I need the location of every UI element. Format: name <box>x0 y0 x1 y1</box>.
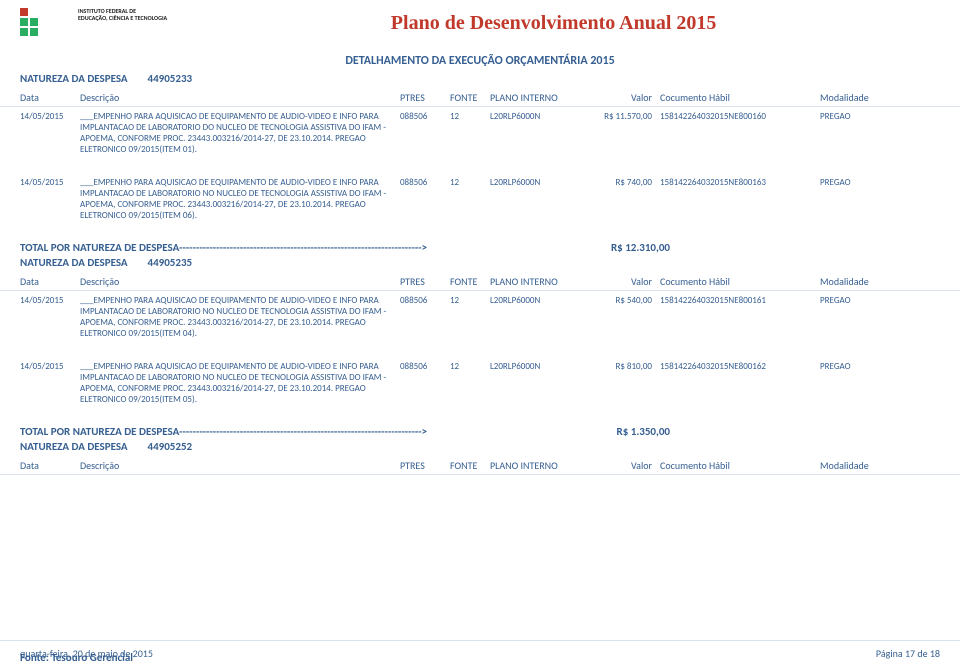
cell-plano: L20RLP6000N <box>490 361 580 372</box>
cell-mod: PREGAO <box>820 177 910 188</box>
cell-data: 14/05/2015 <box>20 111 80 122</box>
cell-ptres: 088506 <box>400 295 450 306</box>
total-value: R$ 1.350,00 <box>590 425 670 438</box>
col-desc: Descrição <box>80 459 400 472</box>
cell-desc: ___EMPENHO PARA AQUISICAO DE EQUIPAMENTO… <box>80 295 400 339</box>
natureza-line: NATUREZA DA DESPESA 44905233 <box>0 72 960 85</box>
column-header-row: DataDescriçãoPTRESFONTEPLANO INTERNOValo… <box>0 273 960 291</box>
col-fonte: FONTE <box>450 459 490 472</box>
report-subtitle: DETALHAMENTO DA EXECUÇÃO ORÇAMENTÁRIA 20… <box>0 54 960 68</box>
institution-line2: EDUCAÇÃO, CIÊNCIA E TECNOLOGIA <box>78 15 167 22</box>
cell-valor: R$ 11.570,00 <box>580 111 660 122</box>
cell-valor: R$ 810,00 <box>580 361 660 372</box>
cell-doc: 158142264032015NE800163 <box>660 177 820 188</box>
col-data: Data <box>20 459 80 472</box>
col-ptres: PTRES <box>400 91 450 104</box>
natureza-line: NATUREZA DA DESPESA 44905235 <box>0 256 960 269</box>
column-header-row: DataDescriçãoPTRESFONTEPLANO INTERNOValo… <box>0 89 960 107</box>
natureza-code: 44905235 <box>148 256 193 269</box>
institution-name: INSTITUTO FEDERAL DE EDUCAÇÃO, CIÊNCIA E… <box>78 8 167 22</box>
footer-page: Página 17 de 18 <box>876 647 940 660</box>
cell-plano: L20RLP6000N <box>490 111 580 122</box>
cell-valor: R$ 540,00 <box>580 295 660 306</box>
col-desc: Descrição <box>80 91 400 104</box>
natureza-code: 44905252 <box>148 440 193 453</box>
report-header: INSTITUTO FEDERAL DE EDUCAÇÃO, CIÊNCIA E… <box>0 0 960 48</box>
total-label: TOTAL POR NATUREZA DE DESPESA-----------… <box>20 425 590 438</box>
col-valor: Valor <box>580 275 660 288</box>
col-ptres: PTRES <box>400 459 450 472</box>
report-body: NATUREZA DA DESPESA 44905233DataDescriçã… <box>0 72 960 475</box>
cell-mod: PREGAO <box>820 111 910 122</box>
report-footer: quarta-feira, 20 de maio de 2015 Página … <box>0 640 960 666</box>
total-value: R$ 12.310,00 <box>590 241 670 254</box>
table-row: 14/05/2015___EMPENHO PARA AQUISICAO DE E… <box>0 173 960 239</box>
col-mod: Modalidade <box>820 91 910 104</box>
cell-fonte: 12 <box>450 177 490 188</box>
report-title: Plano de Desenvolvimento Anual 2015 <box>167 12 940 35</box>
cell-fonte: 12 <box>450 111 490 122</box>
natureza-label: NATUREZA DA DESPESA <box>20 256 128 269</box>
cell-desc: ___EMPENHO PARA AQUISICAO DE EQUIPAMENTO… <box>80 177 400 221</box>
col-fonte: FONTE <box>450 275 490 288</box>
table-row: 14/05/2015___EMPENHO PARA AQUISICAO DE E… <box>0 357 960 423</box>
col-doc: Cocumento Hábil <box>660 275 820 288</box>
cell-valor: R$ 740,00 <box>580 177 660 188</box>
col-plano: PLANO INTERNO <box>490 459 580 472</box>
cell-data: 14/05/2015 <box>20 361 80 372</box>
total-line: TOTAL POR NATUREZA DE DESPESA-----------… <box>0 239 960 256</box>
cell-data: 14/05/2015 <box>20 295 80 306</box>
natureza-label: NATUREZA DA DESPESA <box>20 440 128 453</box>
natureza-line: NATUREZA DA DESPESA 44905252 <box>0 440 960 453</box>
cell-data: 14/05/2015 <box>20 177 80 188</box>
cell-doc: 158142264032015NE800161 <box>660 295 820 306</box>
col-plano: PLANO INTERNO <box>490 275 580 288</box>
col-desc: Descrição <box>80 275 400 288</box>
cell-ptres: 088506 <box>400 111 450 122</box>
col-fonte: FONTE <box>450 91 490 104</box>
col-mod: Modalidade <box>820 459 910 472</box>
col-doc: Cocumento Hábil <box>660 91 820 104</box>
cell-desc: ___EMPENHO PARA AQUISICAO DE EQUIPAMENTO… <box>80 361 400 405</box>
institution-logo <box>20 8 68 48</box>
natureza-label: NATUREZA DA DESPESA <box>20 72 128 85</box>
cell-plano: L20RLP6000N <box>490 177 580 188</box>
cell-desc: ___EMPENHO PARA AQUISICAO DE EQUIPAMENTO… <box>80 111 400 155</box>
cell-ptres: 088506 <box>400 361 450 372</box>
total-line: TOTAL POR NATUREZA DE DESPESA-----------… <box>0 423 960 440</box>
col-data: Data <box>20 275 80 288</box>
total-label: TOTAL POR NATUREZA DE DESPESA-----------… <box>20 241 590 254</box>
cell-ptres: 088506 <box>400 177 450 188</box>
cell-doc: 158142264032015NE800162 <box>660 361 820 372</box>
cell-fonte: 12 <box>450 361 490 372</box>
col-plano: PLANO INTERNO <box>490 91 580 104</box>
col-valor: Valor <box>580 459 660 472</box>
table-row: 14/05/2015___EMPENHO PARA AQUISICAO DE E… <box>0 291 960 357</box>
col-valor: Valor <box>580 91 660 104</box>
cell-plano: L20RLP6000N <box>490 295 580 306</box>
table-row: 14/05/2015___EMPENHO PARA AQUISICAO DE E… <box>0 107 960 173</box>
natureza-code: 44905233 <box>148 72 193 85</box>
cell-doc: 158142264032015NE800160 <box>660 111 820 122</box>
column-header-row: DataDescriçãoPTRESFONTEPLANO INTERNOValo… <box>0 457 960 475</box>
col-data: Data <box>20 91 80 104</box>
footer-source: Fonte: Tesouro Gerencial <box>20 651 133 664</box>
col-doc: Cocumento Hábil <box>660 459 820 472</box>
col-ptres: PTRES <box>400 275 450 288</box>
cell-mod: PREGAO <box>820 295 910 306</box>
cell-mod: PREGAO <box>820 361 910 372</box>
col-mod: Modalidade <box>820 275 910 288</box>
cell-fonte: 12 <box>450 295 490 306</box>
